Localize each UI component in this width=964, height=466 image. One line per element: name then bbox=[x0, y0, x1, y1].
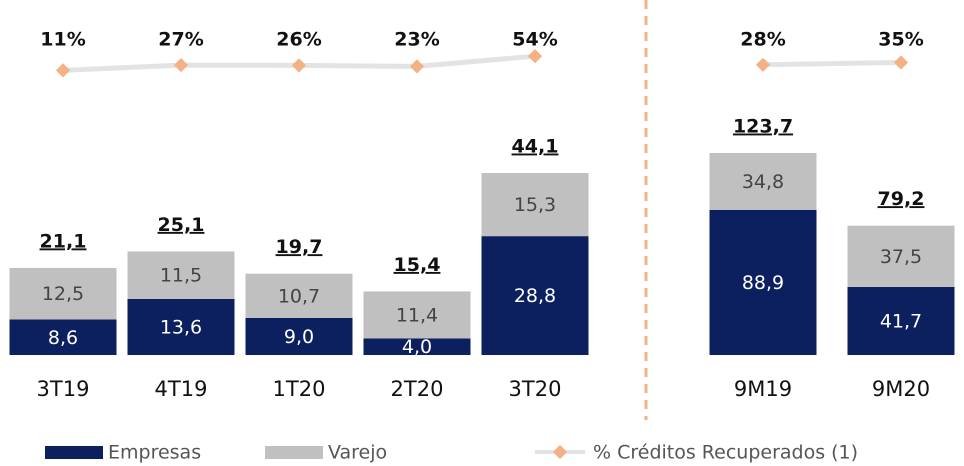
x-tick-label: 4T19 bbox=[155, 377, 208, 401]
segment-label: 10,7 bbox=[278, 285, 320, 307]
bar-segment bbox=[363, 291, 471, 339]
bar-segment bbox=[127, 298, 235, 355]
legend-label: Empresas bbox=[108, 442, 201, 464]
segment-label: 8,6 bbox=[48, 327, 78, 349]
segment-label: 41,7 bbox=[880, 310, 922, 332]
bar-segment bbox=[245, 317, 353, 355]
line-label: 26% bbox=[276, 29, 321, 51]
total-label: 15,4 bbox=[394, 254, 441, 276]
segment-label: 34,8 bbox=[742, 171, 784, 193]
segment-label: 28,8 bbox=[514, 285, 556, 307]
legend-label: Varejo bbox=[328, 442, 387, 464]
bar-segment bbox=[847, 286, 955, 355]
segment-label: 11,5 bbox=[160, 265, 202, 287]
line-marker bbox=[527, 49, 543, 64]
bar-segment bbox=[481, 173, 589, 237]
x-tick-label: 2T20 bbox=[391, 377, 444, 401]
line-marker bbox=[409, 59, 425, 74]
line-label: 54% bbox=[512, 29, 557, 51]
line-label: 11% bbox=[40, 29, 85, 51]
bar-segment bbox=[847, 225, 955, 287]
bar-segment bbox=[363, 338, 471, 355]
x-tick-label: 1T20 bbox=[273, 377, 326, 401]
total-label: 123,7 bbox=[733, 116, 793, 138]
line-label: 35% bbox=[878, 29, 923, 51]
bar-segment bbox=[481, 236, 589, 355]
x-tick-label: 9M19 bbox=[734, 377, 792, 401]
bar-segment bbox=[127, 251, 235, 299]
line-marker bbox=[291, 58, 307, 73]
total-label: 79,2 bbox=[878, 188, 925, 210]
segment-label: 9,0 bbox=[284, 326, 314, 348]
segment-label: 13,6 bbox=[160, 316, 202, 338]
bar-segment bbox=[709, 209, 817, 355]
legend-swatch bbox=[45, 446, 103, 459]
segment-label: 4,0 bbox=[402, 336, 432, 358]
line-marker bbox=[55, 63, 71, 78]
line-label: 27% bbox=[158, 29, 203, 51]
segment-label: 88,9 bbox=[742, 272, 784, 294]
legend-marker bbox=[552, 444, 568, 460]
bar-segment bbox=[9, 267, 117, 320]
legend-swatch bbox=[265, 446, 323, 459]
segment-label: 12,5 bbox=[42, 283, 84, 305]
x-tick-label: 3T20 bbox=[509, 377, 562, 401]
line-label: 23% bbox=[394, 29, 439, 51]
line-label: 28% bbox=[740, 29, 785, 51]
bar-segment bbox=[9, 319, 117, 355]
line-marker bbox=[755, 57, 771, 72]
segment-label: 11,4 bbox=[396, 304, 438, 326]
x-tick-label: 3T19 bbox=[37, 377, 90, 401]
total-label: 44,1 bbox=[512, 136, 559, 158]
total-label: 19,7 bbox=[276, 236, 323, 258]
total-label: 25,1 bbox=[158, 214, 205, 236]
segment-label: 15,3 bbox=[514, 194, 556, 216]
line bbox=[762, 59, 902, 68]
line-marker bbox=[893, 55, 909, 70]
total-label: 21,1 bbox=[40, 230, 87, 252]
legend-label: % Créditos Recuperados (1) bbox=[593, 442, 858, 464]
line-marker bbox=[173, 58, 189, 73]
bar-segment bbox=[709, 153, 817, 210]
x-tick-label: 9M20 bbox=[872, 377, 930, 401]
segment-label: 37,5 bbox=[880, 246, 922, 268]
bar-segment bbox=[245, 273, 353, 318]
